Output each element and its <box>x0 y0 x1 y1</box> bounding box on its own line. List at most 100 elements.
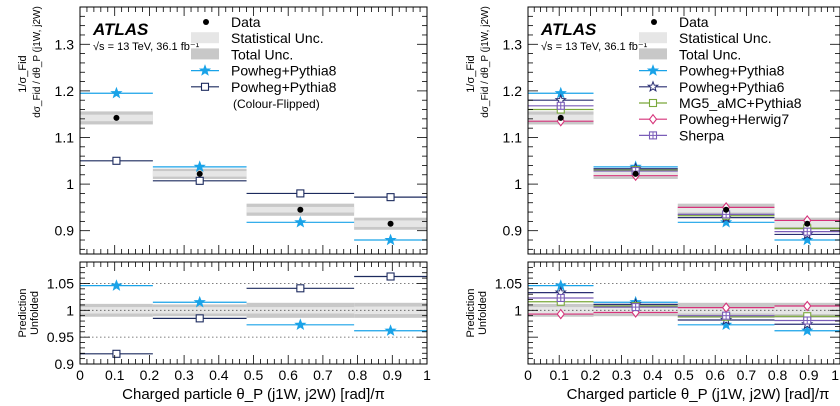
panel-left-data-point <box>196 170 203 177</box>
panel-left-ratio-stat-band <box>354 306 427 315</box>
panel-right-legend-item-6-swatch <box>648 113 658 125</box>
panel-left-series-0-point-shape <box>193 160 206 173</box>
panel-left-legend-item-4-label: Powheg+Pythia8 <box>231 79 337 95</box>
panel-left-series-0-point <box>384 233 397 246</box>
panel-left-data-point <box>113 114 120 121</box>
panel-right-ratio-ytick-label: 1 <box>514 302 522 318</box>
panel-right-series-4-ratio-point <box>556 293 565 303</box>
panel-right-series-4-point <box>803 227 812 236</box>
panel-left-series-0-ratio-point-shape <box>110 279 123 291</box>
panel-left-series-1-point-shape <box>296 189 305 198</box>
panel-right-xlabel: Charged particle θ_P (j1W, j2W) [rad]/π <box>567 386 830 403</box>
panel-right-series-3-ratio-point <box>556 308 565 320</box>
panel-left-legend-item-4-swatch-shape <box>200 82 210 91</box>
panel-left-series-1-point-shape <box>112 156 121 165</box>
panel-right-legend-item-2-swatch <box>639 48 667 60</box>
panel-left-xlabel: Charged particle θ_P (j1W, j2W) [rad]/π <box>122 386 385 403</box>
panel-left-series-1-ratio-point <box>296 284 305 293</box>
panel-left-xtick-label: 0 <box>76 367 84 383</box>
panel-left-ratio-ytick-label: 1.05 <box>47 275 74 291</box>
panel-right-legend-item-0-swatch-shape <box>651 19 657 25</box>
panel-right-xtick-label: 0 <box>524 367 532 383</box>
panel-left-legend-item-1-swatch <box>191 32 219 44</box>
panel-right-main-ytick-label: 0.9 <box>503 223 523 239</box>
panel-right-data-point-shape <box>557 114 564 121</box>
panel-left-data-point-shape <box>297 206 304 213</box>
panel-right-data-point <box>557 114 564 121</box>
panel-right-series-0-point-shape <box>801 233 814 246</box>
panel-right-series-0-ratio-point-shape <box>720 318 733 331</box>
panel-right-xtick-label: 0.2 <box>581 367 601 383</box>
panel-left-data-point-shape <box>113 114 120 121</box>
panel-left-series-0-ratio-point-shape <box>384 324 397 336</box>
panel-left-legend-item-0-swatch <box>203 19 209 25</box>
panel-right-ylabel-main-num: dσ_Fid / dθ_P (j1W, j2W) <box>480 6 491 118</box>
panel-right-data-point-shape <box>804 220 811 227</box>
panel-right-main-ytick-label: 1 <box>514 176 522 192</box>
panel-left-data-point-shape <box>196 170 203 177</box>
panel-right-series-0-point-shape <box>720 215 733 228</box>
panel-left-series-0-point-shape <box>110 86 123 99</box>
panel-left-ylabel-main-pre: 1/σ_Fid <box>17 55 29 92</box>
panel-left-data-point <box>297 206 304 213</box>
panel-left-legend-item-0-swatch-shape <box>203 19 209 25</box>
panel-right-series-3-ratio-point <box>803 300 812 312</box>
panel-left-series-0-point-shape <box>294 215 307 228</box>
panel-right-legend-item-0-swatch <box>651 19 657 25</box>
panel-right-xtick-label: 0.5 <box>674 367 694 383</box>
panel-right-legend-item-4-swatch-shape <box>646 80 660 93</box>
panel-left-legend-item-3-label: Powheg+Pythia8 <box>231 63 337 79</box>
panel-left-series-1-point-shape <box>195 176 204 185</box>
panel-left-legend-item-3-swatch <box>198 64 212 76</box>
panel-left-series-1-ratio-point <box>386 272 395 281</box>
panel-right-xtick-label: 0.3 <box>612 367 632 383</box>
panel-right-series-4-ratio-point <box>631 303 640 312</box>
panel-right-atlas-label: ATLAS <box>540 20 597 39</box>
panel-left-legend-item-3-swatch-shape <box>198 64 212 76</box>
panel-right-legend-item-3-swatch <box>646 64 660 76</box>
panel-left-series-1-point <box>112 156 121 165</box>
panel-left-xtick-label: 0.2 <box>140 367 160 383</box>
panel-left-series-1-ratio-point <box>112 349 121 358</box>
panel-right-series-0-point <box>720 215 733 228</box>
panel-left-energy-label: √s = 13 TeV, 36.1 fb⁻¹ <box>93 41 200 53</box>
panel-right-data-point <box>804 220 811 227</box>
panel-right-legend-item-2-label: Total Unc. <box>679 46 741 62</box>
panel-left-xtick-label: 0.7 <box>313 367 333 383</box>
panel-right-xtick-label: 0.9 <box>799 367 819 383</box>
panel-right-series-3-ratio-point-shape <box>803 300 812 312</box>
panel-left-atlas-label: ATLAS <box>92 20 149 39</box>
panel-left-series-0-ratio-point-shape <box>193 295 206 308</box>
panel-left-xtick-label: 0.6 <box>278 367 298 383</box>
panel-left-xtick-label: 0.9 <box>383 367 403 383</box>
panel-left-legend-item-2-swatch <box>191 48 219 60</box>
panel-left-main-ytick-label: 1 <box>66 176 74 192</box>
panel-left-xtick-label: 0.4 <box>209 367 229 383</box>
panel-left-data-point <box>387 220 394 227</box>
panel-left-series-1-ratio-point <box>195 314 204 323</box>
panel-left-legend-item-1-label: Statistical Unc. <box>231 30 324 46</box>
panel-right-xtick-label: 0.1 <box>549 367 569 383</box>
panel-right-legend-item-4-label: Powheg+Pythia6 <box>679 79 785 95</box>
panel-left-series-0-point <box>193 160 206 173</box>
panel-left-series-1-point <box>195 176 204 185</box>
panel-left-series-1-ratio-point-shape <box>112 349 121 358</box>
panel-left-ratio-ytick-label: 1 <box>66 302 74 318</box>
panel-left-xtick-label: 0.8 <box>348 367 368 383</box>
panel-left-legend-item-2-label: Total Unc. <box>231 46 293 62</box>
panel-right-series-3-ratio-point-shape <box>556 308 565 320</box>
panel-right-main-ytick-label: 1.3 <box>503 36 523 52</box>
panel-right-energy-label: √s = 13 TeV, 36.1 fb⁻¹ <box>541 41 648 53</box>
panel-right-series-4-ratio-point <box>803 316 812 325</box>
panel-left-xtick-label: 0.5 <box>244 367 264 383</box>
panel-right-legend-item-4-swatch <box>646 80 660 93</box>
panel-left-ratio-stat-band <box>152 307 247 314</box>
panel-right-legend-item-6-swatch-shape <box>648 113 658 125</box>
panel-right-legend-item-0-label: Data <box>679 14 709 30</box>
panel-right-series-4-ratio-point <box>722 311 731 320</box>
panel-right-legend-item-5-swatch-shape <box>648 98 658 108</box>
panel-right-series-0-ratio-point-shape <box>801 324 814 336</box>
panel-right-legend-item-1-swatch <box>639 32 667 44</box>
panel-right-main-ytick-label: 1.2 <box>503 83 523 99</box>
panel-left-series-0-ratio-point <box>384 324 397 336</box>
